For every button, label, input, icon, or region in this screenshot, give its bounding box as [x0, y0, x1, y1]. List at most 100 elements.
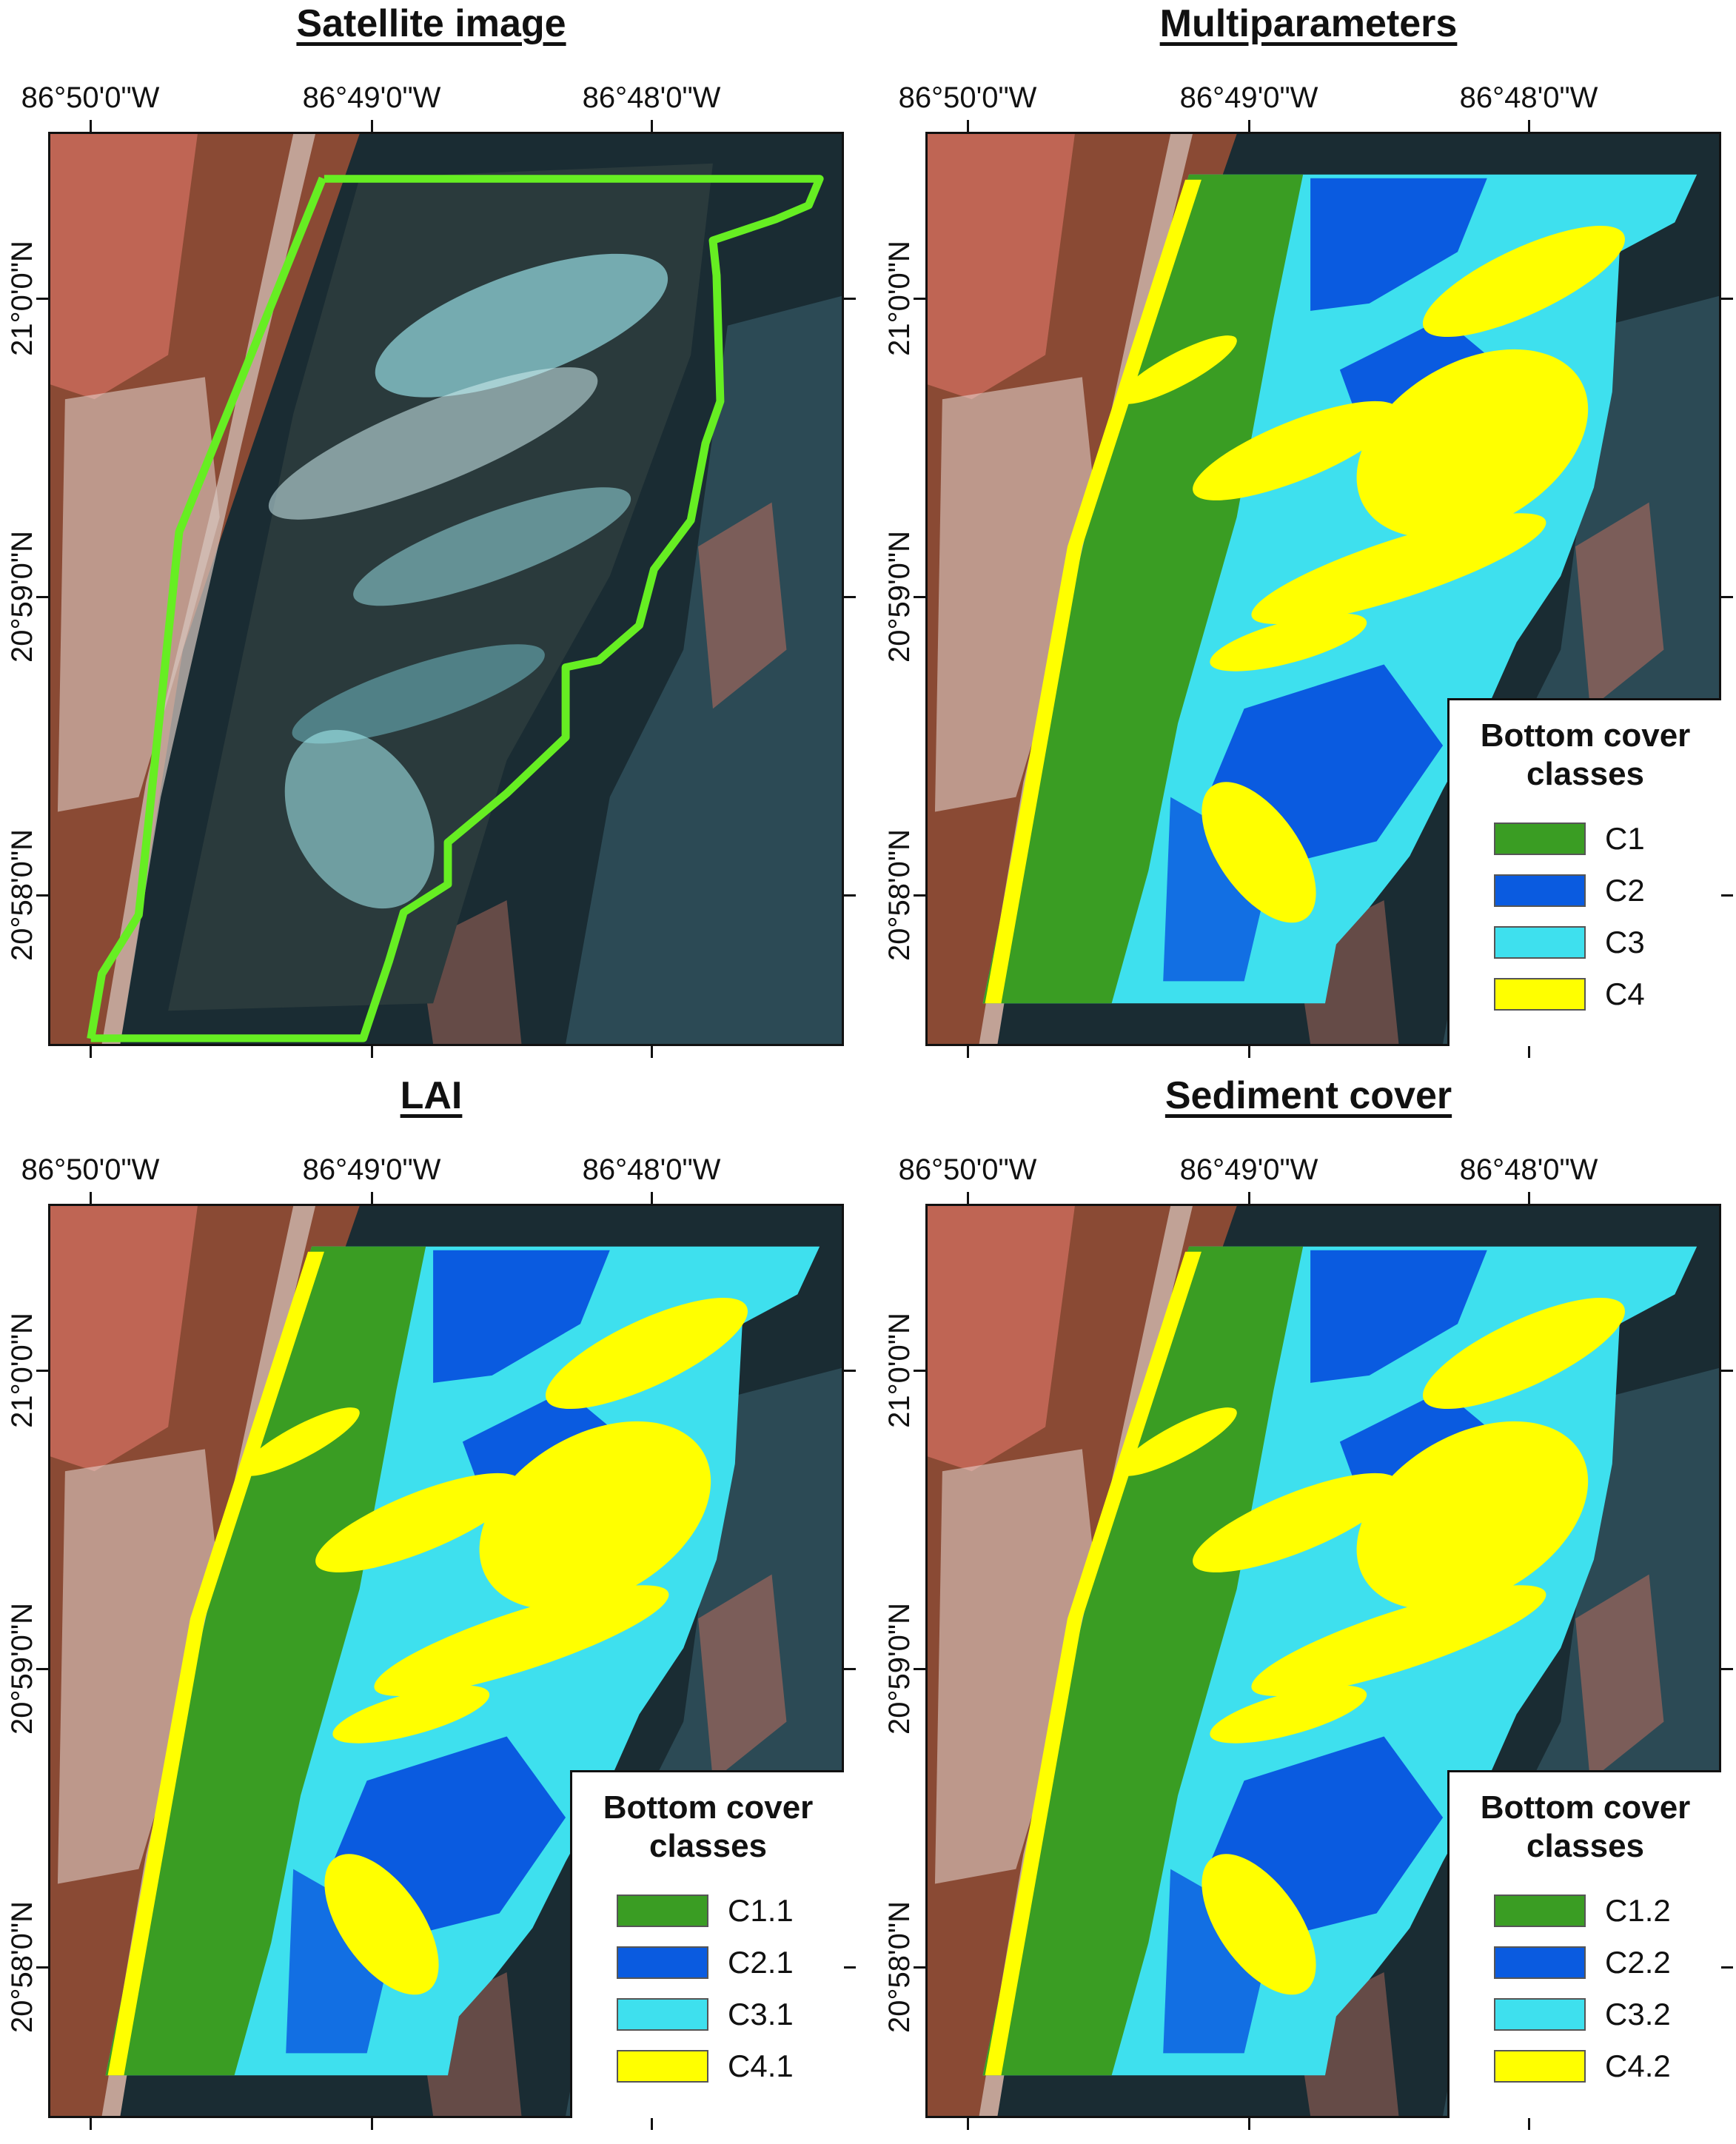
legend-title-line: Bottom cover [1480, 1789, 1691, 1826]
legend-swatch [617, 1946, 708, 1979]
longitude-tick [371, 2118, 373, 2130]
latitude-label: 20°59'0"N [883, 1603, 916, 1735]
legend-title-line: Bottom cover [1480, 717, 1691, 754]
latitude-tick [914, 894, 925, 897]
longitude-label: 86°50'0"W [21, 81, 160, 114]
legend-label: C3.1 [728, 1997, 794, 2031]
legend-label: C4 [1605, 976, 1645, 1011]
map-image [928, 1206, 1719, 2116]
latitude-label: 20°58'0"N [883, 829, 916, 961]
longitude-tick [1528, 120, 1530, 132]
panel-title: Sediment cover [1164, 1074, 1452, 1117]
legend-item: C3 [1494, 924, 1645, 961]
legend-swatch [1494, 1946, 1586, 1979]
latitude-label: 20°58'0"N [6, 829, 38, 961]
longitude-tick [371, 1046, 373, 1058]
legend-label: C1.2 [1605, 1893, 1671, 1928]
latitude-label: 21°0'0"N [6, 241, 38, 356]
longitude-label: 86°49'0"W [302, 81, 441, 114]
latitude-label: 20°58'0"N [883, 1901, 916, 2033]
legend-label: C2 [1605, 873, 1645, 908]
legend-item: C4.1 [617, 2048, 794, 2085]
legend-swatch [1494, 823, 1586, 855]
latitude-tick [844, 1668, 856, 1670]
longitude-label: 86°50'0"W [21, 1153, 160, 1186]
longitude-tick [1528, 1192, 1530, 1204]
longitude-tick [1248, 1192, 1250, 1204]
latitude-tick [1721, 1966, 1733, 1969]
legend-item: C1.1 [617, 1892, 794, 1929]
legend-item: C3.2 [1494, 1996, 1671, 2033]
legend-item: C1.2 [1494, 1892, 1671, 1929]
legend-swatch [1494, 2050, 1586, 2083]
latitude-tick [36, 596, 48, 598]
latitude-tick [914, 1668, 925, 1670]
map-frame [48, 132, 844, 1046]
legend-title-line: classes [1526, 756, 1645, 792]
longitude-label: 86°48'0"W [1459, 81, 1598, 114]
legend-swatch [1494, 926, 1586, 959]
longitude-label: 86°50'0"W [898, 81, 1037, 114]
panel-title: Multiparameters [1159, 2, 1458, 45]
latitude-tick [914, 1370, 925, 1372]
legend-title: Bottom cover classes [1450, 717, 1721, 794]
latitude-label: 21°0'0"N [883, 1313, 916, 1428]
legend-item: C4 [1494, 976, 1645, 1013]
panel-title: LAI [400, 1074, 463, 1117]
latitude-tick [844, 298, 856, 300]
longitude-tick [90, 2118, 92, 2130]
longitude-tick [1528, 1046, 1530, 1058]
longitude-label: 86°48'0"W [582, 1153, 721, 1186]
longitude-tick [1248, 1046, 1250, 1058]
longitude-tick [90, 1192, 92, 1204]
latitude-tick [1721, 1370, 1733, 1372]
longitude-tick [371, 1192, 373, 1204]
longitude-label: 86°48'0"W [1459, 1153, 1598, 1186]
longitude-label: 86°50'0"W [898, 1153, 1037, 1186]
latitude-tick [1721, 894, 1733, 897]
legend-swatch [617, 2050, 708, 2083]
longitude-label: 86°49'0"W [302, 1153, 441, 1186]
legend-item: C3.1 [617, 1996, 794, 2033]
legend-label: C3 [1605, 925, 1645, 959]
latitude-tick [914, 1966, 925, 1969]
longitude-label: 86°49'0"W [1179, 81, 1318, 114]
latitude-label: 21°0'0"N [6, 1313, 38, 1428]
legend-label: C2.1 [728, 1945, 794, 1980]
legend-title: Bottom cover classes [1450, 1789, 1721, 1866]
longitude-label: 86°48'0"W [582, 81, 721, 114]
latitude-tick [1721, 1668, 1733, 1670]
latitude-tick [844, 596, 856, 598]
latitude-tick [36, 1370, 48, 1372]
legend-label: C4.2 [1605, 2048, 1671, 2083]
latitude-label: 20°58'0"N [6, 1901, 38, 2033]
longitude-tick [967, 120, 969, 132]
panel-title: Satellite image [296, 2, 566, 45]
legend-title-line: classes [649, 1828, 768, 1864]
map-panel: Multiparameters 86°50'0"W 86°49'0"W 86°48'0… [877, 0, 1736, 1072]
latitude-label: 21°0'0"N [883, 241, 916, 356]
legend-item: C4.2 [1494, 2048, 1671, 2085]
longitude-tick [1248, 2118, 1250, 2130]
legend-label: C1.1 [728, 1893, 794, 1928]
legend-item: C1 [1494, 820, 1645, 857]
latitude-tick [844, 1370, 856, 1372]
legend-label: C1 [1605, 821, 1645, 856]
legend-label: C4.1 [728, 2048, 794, 2083]
latitude-tick [844, 1966, 856, 1969]
latitude-tick [914, 596, 925, 598]
latitude-label: 20°59'0"N [6, 1603, 38, 1735]
latitude-tick [1721, 298, 1733, 300]
map-panel: Sediment cover 86°50'0"W 86°49'0"W 86°48'0"… [877, 1072, 1736, 2144]
legend-title: Bottom cover classes [572, 1789, 844, 1866]
legend-swatch [1494, 874, 1586, 907]
legend-swatch [1494, 978, 1586, 1011]
legend-title-line: classes [1526, 1828, 1645, 1864]
legend: Bottom cover classes C1 C2 C3 C4 [1447, 698, 1721, 1046]
latitude-tick [36, 1668, 48, 1670]
longitude-tick [371, 120, 373, 132]
latitude-tick [844, 894, 856, 897]
legend-swatch [617, 1998, 708, 2031]
longitude-tick [967, 2118, 969, 2130]
map-image [50, 134, 842, 1044]
